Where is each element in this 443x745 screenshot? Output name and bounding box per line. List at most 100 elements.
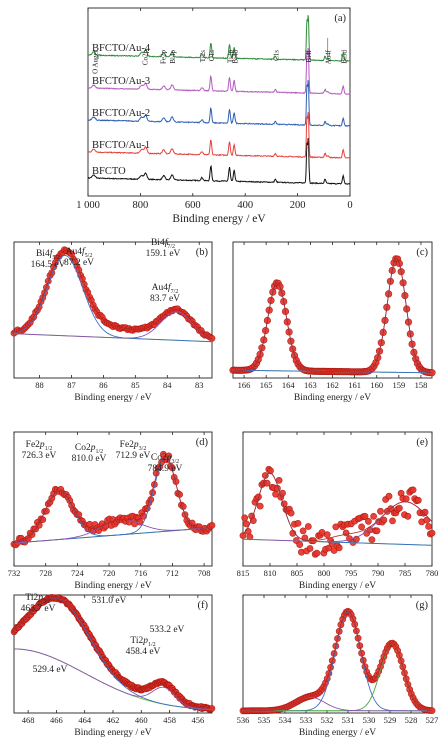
x-tick-label: 165 bbox=[260, 380, 273, 390]
x-axis-label: Binding energy / eV bbox=[172, 213, 266, 225]
data-point bbox=[404, 512, 412, 520]
survey-series-line bbox=[88, 112, 351, 159]
plot-frame bbox=[13, 431, 213, 567]
peak-label: Bi4d bbox=[232, 50, 240, 64]
x-tick-label: 533 bbox=[300, 715, 313, 725]
series-label: BFCTO/Au-3 bbox=[92, 76, 150, 87]
peak-annotation: 533.2 eV bbox=[150, 625, 185, 635]
data-point bbox=[358, 523, 365, 531]
peak-label: Ti2s bbox=[199, 50, 207, 62]
panel-label: (b) bbox=[196, 247, 209, 258]
component-curve bbox=[242, 472, 432, 546]
x-tick-label: 400 bbox=[237, 200, 253, 211]
panel-e: 815 810 805 800 795 790 785 780 Binding energy /… bbox=[72, 431, 438, 591]
data-point bbox=[377, 507, 384, 515]
panel-f: 468 466 464 462 460 458 456 Binding energy / eV… bbox=[10, 593, 216, 738]
peak-annotation: Au4f5/2 bbox=[66, 246, 93, 259]
data-point bbox=[409, 486, 417, 494]
x-tick-label: 790 bbox=[372, 568, 385, 578]
series-label: BFCTO/Au-2 bbox=[92, 108, 150, 119]
data-point bbox=[414, 496, 422, 504]
peak-label: C1s bbox=[272, 50, 280, 61]
data-point bbox=[421, 508, 429, 516]
component-curve bbox=[13, 597, 212, 710]
x-tick-label: 795 bbox=[345, 568, 358, 578]
x-tick-label: 527 bbox=[426, 715, 439, 725]
peak-annotation: Co2p1/2 bbox=[75, 443, 103, 455]
x-axis-label: Binding energy / eV bbox=[74, 581, 151, 591]
data-point bbox=[425, 523, 432, 530]
peak-annotation: 164.5 eV bbox=[31, 260, 66, 270]
peak-annotation: 784.9 eV bbox=[148, 464, 183, 474]
x-tick-label: 810 bbox=[264, 568, 277, 578]
peak-annotation: 465.7 eV bbox=[21, 604, 56, 614]
x-tick-label: 1 000 bbox=[76, 200, 100, 211]
data-point bbox=[335, 544, 343, 552]
peak-label: O1s bbox=[208, 50, 216, 62]
data-point bbox=[296, 541, 304, 548]
panel-d: 732 728 724 720 716 712 708 Binding energy / eV… bbox=[8, 431, 216, 591]
x-tick-label: 160 bbox=[370, 380, 383, 390]
x-axis-label: Binding energy / eV bbox=[299, 581, 376, 591]
data-point bbox=[385, 492, 393, 500]
x-tick-label: 0 bbox=[347, 200, 352, 211]
peak-annotation: 87.2 eV bbox=[64, 258, 94, 268]
peak-annotation: Co2p3/2 bbox=[151, 453, 179, 465]
peak-annotation: Bi4f7/2 bbox=[151, 237, 175, 250]
data-point bbox=[304, 523, 312, 530]
x-tick-label: 458 bbox=[163, 715, 176, 725]
panel-label: (g) bbox=[416, 600, 429, 611]
panel-label: (c) bbox=[416, 247, 428, 258]
x-tick-label: 84 bbox=[163, 380, 172, 390]
peak-label: Co2p bbox=[141, 50, 149, 66]
peak-label: Bi5d bbox=[340, 50, 348, 64]
peak-label: Au4f bbox=[325, 49, 333, 64]
envelope-curve bbox=[243, 610, 433, 712]
x-tick-label: 528 bbox=[405, 715, 418, 725]
component-curve bbox=[13, 255, 212, 343]
data-points bbox=[10, 246, 216, 342]
peak-annotation: 83.7 eV bbox=[150, 294, 180, 304]
x-tick-label: 708 bbox=[198, 568, 211, 578]
panel-label: (e) bbox=[416, 437, 428, 448]
x-tick-label: 159 bbox=[392, 380, 405, 390]
peak-annotation: 529.4 eV bbox=[33, 665, 68, 675]
data-points bbox=[10, 450, 216, 549]
data-point bbox=[402, 495, 410, 503]
x-tick-label: 158 bbox=[415, 380, 428, 390]
peak-label: Fe2p bbox=[160, 50, 168, 65]
x-tick-label: 466 bbox=[50, 715, 63, 725]
x-tick-label: 732 bbox=[8, 568, 21, 578]
panel-g: 536 535 534 533 532 531 530 529 528 527 Binding en… bbox=[33, 594, 439, 738]
data-point bbox=[294, 520, 302, 527]
x-tick-label: 200 bbox=[290, 200, 306, 211]
peak-annotation: Fe2p1/2 bbox=[26, 440, 53, 452]
peak-annotation: 458.4 eV bbox=[126, 647, 161, 657]
data-point bbox=[361, 512, 369, 520]
plot-frame bbox=[13, 241, 213, 379]
peak-annotation: 712.9 eV bbox=[116, 451, 151, 461]
data-point bbox=[323, 531, 331, 538]
survey-series-line bbox=[87, 79, 351, 127]
envelope-curve bbox=[242, 472, 433, 541]
x-tick-label: 87 bbox=[67, 380, 76, 390]
panel-b: 88 87 86 85 84 83 Binding energy / eV (b) Au4f5/… bbox=[10, 241, 216, 403]
data-point bbox=[313, 549, 321, 557]
x-tick-label: 164 bbox=[282, 380, 296, 390]
series-label: BFCTO/Au-1 bbox=[92, 140, 150, 151]
panel-a: 1 000 800 600 400 200 0 Binding energy / eV (a)… bbox=[76, 7, 353, 225]
x-axis-label: Binding energy / eV bbox=[299, 728, 376, 738]
x-tick-label: 163 bbox=[304, 380, 317, 390]
envelope-curve bbox=[13, 455, 213, 544]
x-tick-label: 534 bbox=[279, 715, 293, 725]
peak-annotation: Fe2p3/2 bbox=[120, 440, 147, 452]
x-tick-label: 530 bbox=[363, 715, 376, 725]
peak-annotation: Ti2p3/2 bbox=[25, 593, 50, 605]
envelope-curve bbox=[13, 597, 213, 710]
data-point bbox=[241, 514, 249, 522]
data-point bbox=[380, 516, 388, 524]
series-label: BFCTO bbox=[92, 166, 126, 177]
data-point bbox=[373, 527, 381, 535]
series-label: BFCTO/Au-4 bbox=[92, 43, 151, 54]
peak-label: Ti2p bbox=[226, 50, 234, 63]
